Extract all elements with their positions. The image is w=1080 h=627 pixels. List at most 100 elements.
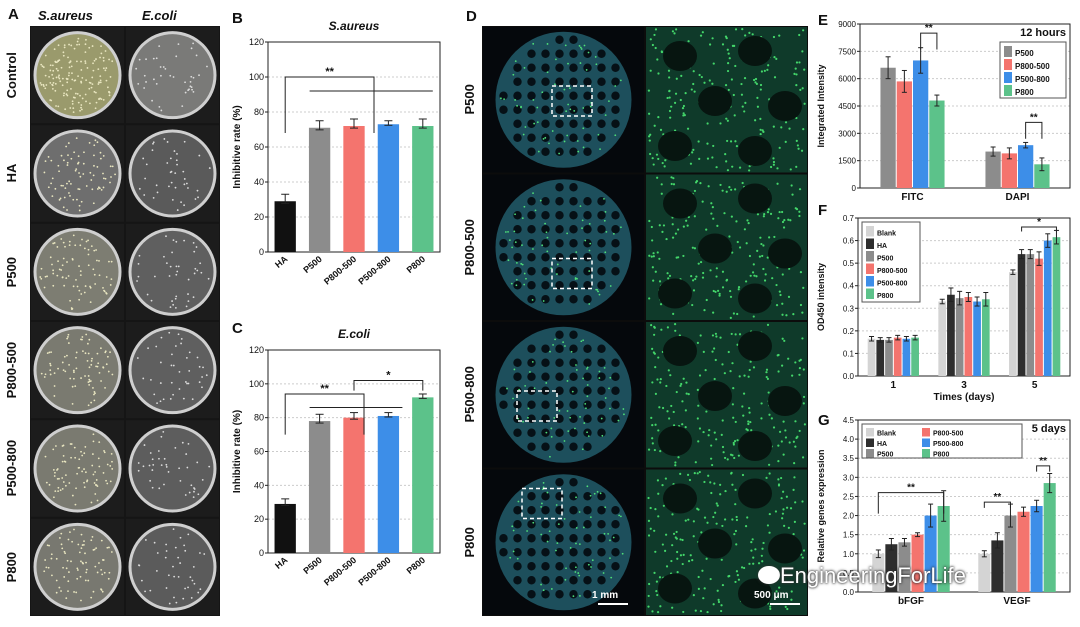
petri-dish-agar xyxy=(131,427,214,510)
zoom-pore xyxy=(698,381,732,411)
colony-dot xyxy=(162,66,165,68)
cell-dot xyxy=(712,515,715,519)
colony-dot xyxy=(183,140,186,143)
colony-dot xyxy=(187,533,190,536)
colony-dot xyxy=(79,175,82,178)
cell-dot xyxy=(511,246,514,249)
colony-dot xyxy=(52,468,55,471)
cell-dot xyxy=(576,140,579,142)
cell-dot xyxy=(769,165,773,169)
scaffold-pore xyxy=(611,253,620,262)
cell-dot xyxy=(792,440,795,443)
colony-dot xyxy=(52,69,55,72)
petri-dish-agar xyxy=(131,132,214,215)
scaffold-pore xyxy=(527,358,536,367)
cell-dot xyxy=(654,423,657,426)
scaffold-pore xyxy=(499,386,508,395)
colony-dot xyxy=(62,369,65,372)
scaffold-pore xyxy=(597,267,606,276)
cell-dot xyxy=(802,127,805,131)
colony-dot xyxy=(57,105,60,108)
cell-dot xyxy=(571,390,574,393)
cell-dot xyxy=(687,560,691,563)
zoom-pore xyxy=(738,578,772,609)
colony-dot xyxy=(105,479,107,482)
cell-dot xyxy=(749,360,752,363)
colony-dot xyxy=(87,264,90,267)
cell-dot xyxy=(721,286,725,289)
cell-dot xyxy=(523,283,526,286)
colony-dot xyxy=(69,194,71,197)
significance-label: ** xyxy=(1030,112,1038,123)
cell-dot xyxy=(767,64,770,67)
colony-dot xyxy=(87,253,90,256)
panel-letter-b: B xyxy=(232,10,243,27)
scaffold-pore xyxy=(555,239,564,248)
colony-dot xyxy=(184,494,187,496)
colony-dot xyxy=(43,171,46,174)
cell-dot xyxy=(702,271,705,275)
cell-dot xyxy=(749,420,752,424)
colony-dot xyxy=(49,64,52,67)
colony-dot xyxy=(84,375,86,377)
colony-dot xyxy=(67,275,70,277)
colony-dot xyxy=(45,481,48,484)
scaffold-pore xyxy=(527,442,536,451)
y-tick-label: 4.5 xyxy=(843,416,855,425)
colony-dot xyxy=(67,333,70,336)
cell-dot xyxy=(787,357,790,360)
colony-dot xyxy=(199,552,201,554)
cell-dot xyxy=(798,373,801,376)
colony-dot xyxy=(87,375,90,377)
cell-dot xyxy=(577,150,580,153)
colony-dot xyxy=(187,278,190,281)
colony-dot xyxy=(137,275,140,278)
cell-dot xyxy=(713,347,716,350)
cell-dot xyxy=(698,157,701,160)
cell-dot xyxy=(781,364,784,367)
cell-dot xyxy=(574,566,577,569)
cell-dot xyxy=(536,106,539,109)
scaffold-pore xyxy=(555,91,564,100)
cell-dot xyxy=(745,428,748,431)
cell-dot xyxy=(795,139,798,142)
legend-label: Blank xyxy=(877,431,896,438)
cell-dot xyxy=(768,512,771,516)
cell-dot xyxy=(601,434,604,437)
cell-dot xyxy=(619,515,622,518)
colony-dot xyxy=(66,78,68,81)
cell-dot xyxy=(579,205,582,208)
colony-dot xyxy=(111,373,114,376)
colony-dot xyxy=(108,90,110,93)
cell-dot xyxy=(785,314,788,317)
cell-dot xyxy=(657,72,660,75)
petri-dish-agar xyxy=(36,230,119,313)
cell-dot xyxy=(775,590,778,593)
colony-dot xyxy=(68,66,71,69)
cell-dot xyxy=(730,188,733,191)
scaffold-pore xyxy=(569,91,578,100)
cell-dot xyxy=(599,492,602,495)
cell-dot xyxy=(793,462,796,465)
zoom-pore xyxy=(738,283,772,314)
colony-dot xyxy=(52,448,55,451)
colony-dot xyxy=(66,164,69,166)
colony-dot xyxy=(94,107,97,110)
cell-dot xyxy=(794,67,797,70)
panel-letter-c: C xyxy=(232,320,243,337)
scaffold-pore xyxy=(499,548,508,557)
colony-dot xyxy=(88,87,91,90)
cell-dot xyxy=(564,345,566,347)
colony-dot xyxy=(98,97,101,100)
cell-dot xyxy=(771,277,774,280)
cell-dot xyxy=(656,378,659,381)
legend-label: P500-800 xyxy=(933,441,963,448)
cell-dot xyxy=(542,482,545,484)
cell-dot xyxy=(523,205,526,208)
colony-dot xyxy=(62,241,65,244)
y-tick-label: 6000 xyxy=(838,75,856,84)
colony-dot xyxy=(142,377,145,380)
colony-dot xyxy=(80,560,82,563)
colony-dot xyxy=(81,561,84,564)
